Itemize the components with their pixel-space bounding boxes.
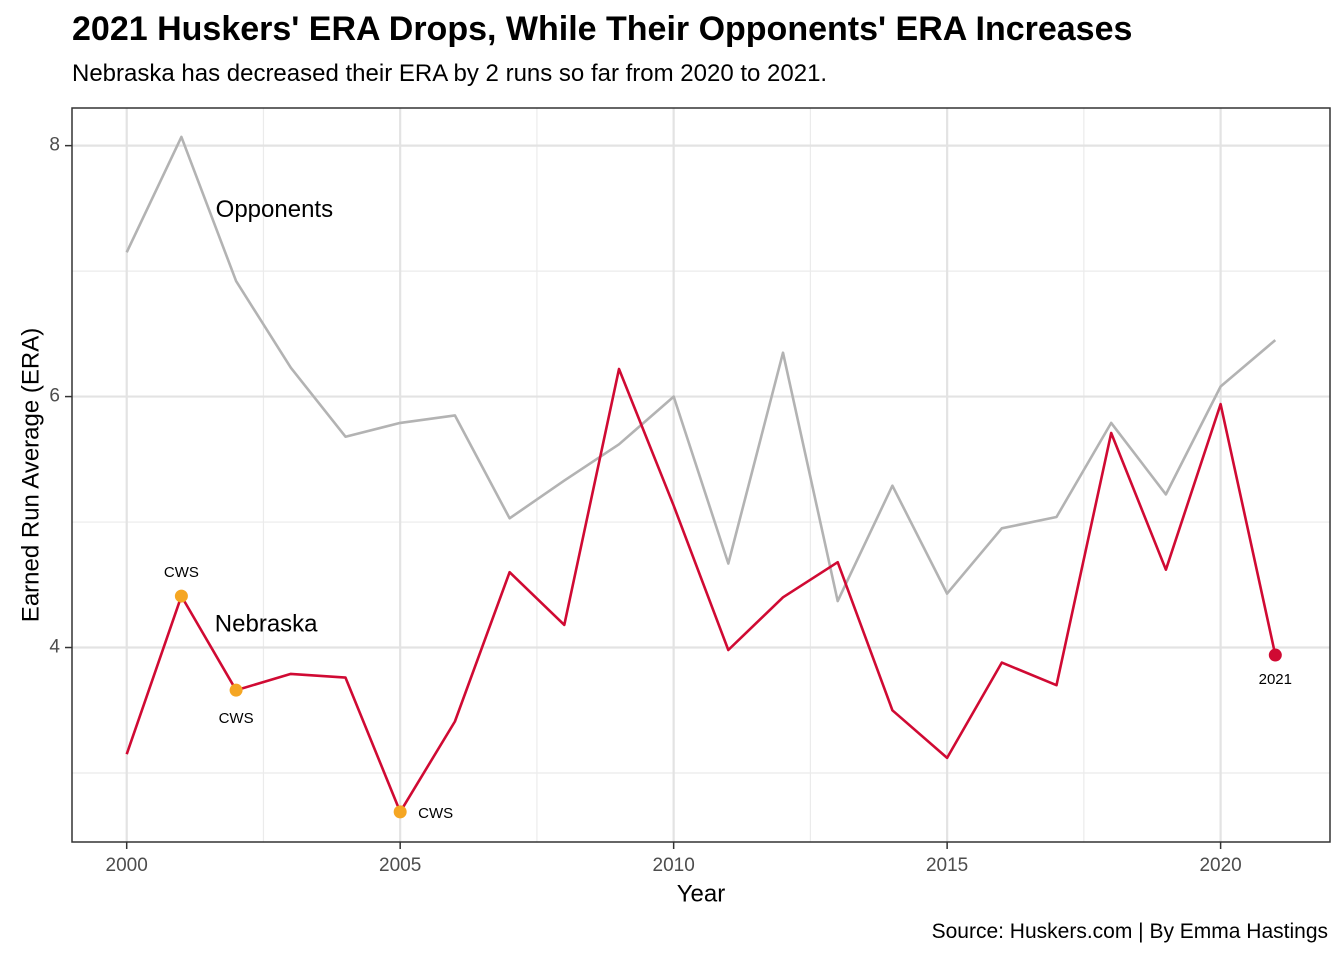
highlight-label: 2021	[1259, 671, 1292, 688]
y-tick-label: 4	[49, 637, 60, 658]
x-tick-label: 2005	[379, 855, 421, 876]
highlight-point	[393, 805, 407, 819]
highlight-label: CWS	[219, 710, 254, 727]
chart-caption: Source: Huskers.com | By Emma Hastings	[931, 920, 1328, 943]
highlight-point	[1268, 648, 1282, 662]
x-tick-label: 2015	[926, 855, 968, 876]
y-axis-title: Earned Run Average (ERA)	[17, 328, 44, 622]
highlight-label: CWS	[418, 805, 453, 822]
chart-subtitle: Nebraska has decreased their ERA by 2 ru…	[72, 60, 828, 87]
chart-title: 2021 Huskers' ERA Drops, While Their Opp…	[72, 10, 1133, 48]
x-tick-label: 2020	[1199, 855, 1241, 876]
plot-border	[71, 107, 1331, 843]
x-axis-title: Year	[677, 880, 726, 907]
y-tick-label: 8	[49, 135, 60, 156]
highlight-label: CWS	[164, 564, 199, 581]
highlight-point	[229, 683, 243, 697]
plot-panel	[72, 108, 1330, 842]
series-line-nebraska	[125, 367, 1277, 814]
series-annotation: Nebraska	[215, 610, 318, 637]
x-tick-label: 2010	[653, 855, 695, 876]
y-tick-label: 6	[49, 386, 60, 407]
series-line-opponents	[125, 135, 1277, 603]
series-annotation: Opponents	[216, 196, 333, 223]
highlight-point	[174, 589, 188, 603]
x-tick-label: 2000	[106, 855, 148, 876]
